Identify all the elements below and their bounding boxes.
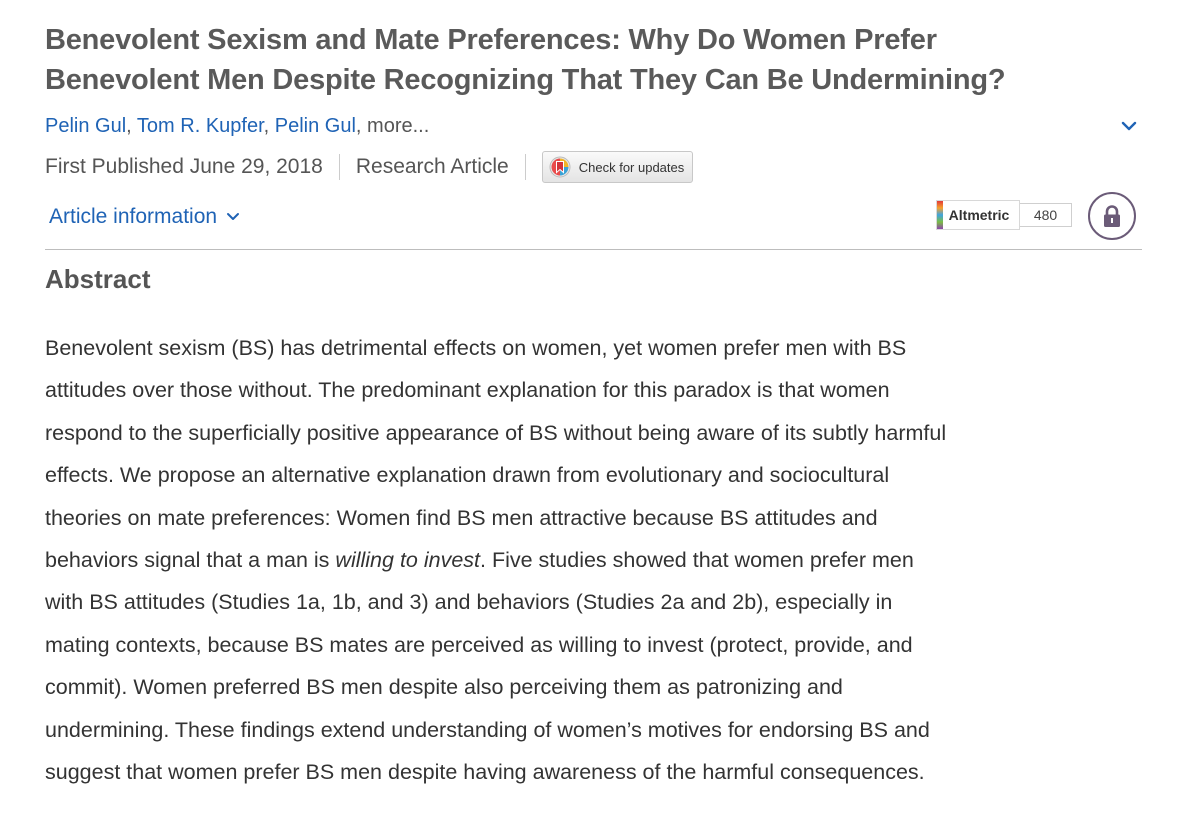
lock-icon [1104, 205, 1120, 227]
abstract-line: Benevolent sexism (BS) has detrimental e… [45, 336, 907, 360]
abstract-line-segment: . Five studies showed that women prefer … [480, 548, 914, 573]
altmetric-label: Altmetric [948, 207, 1010, 223]
publication-meta: First Published June 29, 2018 Research A… [45, 150, 694, 184]
article-title-line-1: Benevolent Sexism and Mate Preferences: … [45, 24, 937, 56]
abstract-line: mating contexts, because BS mates are pe… [45, 632, 913, 657]
altmetric-score: 480 [1020, 203, 1072, 227]
published-date: First Published June 29, 2018 [45, 155, 323, 178]
abstract-heading: Abstract [45, 264, 151, 294]
altmetric-logo: Altmetric [936, 200, 1020, 230]
abstract-line: attitudes over those without. The predom… [45, 378, 890, 403]
crossmark-icon [549, 156, 571, 178]
expand-authors-button[interactable] [1118, 116, 1140, 136]
altmetric-badge[interactable]: Altmetric 480 [936, 200, 1072, 230]
altmetric-color-stripe [937, 201, 943, 229]
check-for-updates-button[interactable]: Check for updates [541, 151, 694, 183]
abstract-line: undermining. These findings extend under… [45, 717, 930, 742]
meta-divider [524, 154, 526, 180]
author-separator: , [263, 115, 270, 137]
abstract-line: suggest that women prefer BS men despite… [45, 760, 925, 785]
abstract-line-segment: behaviors signal that a man is [45, 548, 336, 573]
article-information-label: Article information [49, 205, 218, 228]
author-link[interactable]: Pelin Gul [45, 115, 127, 137]
article-type: Research Article [355, 155, 509, 178]
meta-divider [338, 154, 340, 180]
author-separator: , [355, 115, 362, 137]
abstract-line: commit). Women preferred BS men despite … [45, 675, 843, 700]
author-link[interactable]: Pelin Gul [274, 115, 356, 137]
abstract-line: theories on mate preferences: Women find… [45, 505, 878, 530]
article-title-line-2: Benevolent Men Despite Recognizing That … [45, 64, 1006, 96]
article-title: Benevolent Sexism and Mate Preferences: … [45, 20, 1142, 100]
author-separator: , [126, 115, 132, 137]
author-list: Pelin Gul, Tom R. Kupfer, Pelin Gul, mor… [45, 112, 1142, 140]
article-information-toggle[interactable]: Article information [49, 205, 241, 229]
chevron-down-icon [1121, 121, 1137, 131]
more-authors-link[interactable]: more... [367, 115, 430, 137]
abstract-line: effects. We propose an alternative expla… [45, 463, 890, 488]
section-divider [45, 249, 1142, 250]
abstract-line: behaviors signal that a man is willing t… [45, 539, 1145, 581]
abstract-text: Benevolent sexism (BS) has detrimental e… [45, 327, 1145, 793]
author-link[interactable]: Tom R. Kupfer [136, 115, 264, 137]
chevron-down-icon [227, 213, 240, 220]
abstract-line: with BS attitudes (Studies 1a, 1b, and 3… [45, 590, 893, 615]
abstract-emphasis: willing to invest [335, 548, 481, 573]
access-lock-button[interactable] [1088, 192, 1136, 240]
abstract-line: respond to the superficially positive ap… [45, 420, 947, 445]
check-for-updates-label: Check for updates [578, 159, 685, 175]
